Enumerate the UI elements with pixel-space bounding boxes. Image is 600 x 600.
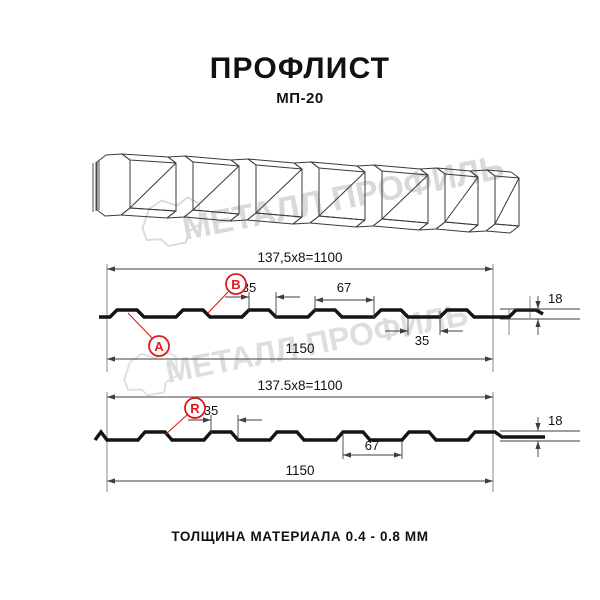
dim-crest-bottom-label: 67 — [365, 438, 379, 453]
dim-trough-top — [225, 292, 300, 318]
dim-trough-bottom-label: 35 — [204, 403, 218, 418]
metall-profil-logo-icon — [141, 196, 202, 248]
marker-a: A — [127, 312, 170, 357]
material-thickness-note: ТОЛЩИНА МАТЕРИАЛА 0.4 - 0.8 ММ — [171, 529, 429, 544]
dim-overall-bottom-label-top-view: 1150 — [285, 341, 314, 356]
section-view-top: 137,5x8=1100 1150 35 67 — [99, 250, 580, 372]
dim-overall-bottom-bottom-view — [107, 478, 493, 484]
section-view-bottom: 137.5x8=1100 1150 35 67 — [93, 378, 580, 492]
watermark: МЕТАЛЛ ПРОФИЛЬ МЕТАЛЛ ПРОФИЛЬ — [123, 148, 507, 397]
dim-trough-bottom — [188, 415, 262, 441]
dim-overall-top-label: 137,5x8=1100 — [258, 250, 343, 265]
dim-trough-lower-top-label: 35 — [415, 333, 429, 348]
dim-height-bottom — [500, 417, 580, 457]
isometric-corrugated-sheet-view — [92, 153, 520, 234]
dim-crest-top-label: 67 — [337, 280, 351, 295]
marker-a-label: A — [154, 339, 164, 354]
iso-left-edge-thickness — [92, 161, 100, 212]
dim-trough-lower-top — [385, 311, 463, 335]
page-subtitle: МП-20 — [276, 90, 324, 107]
dim-height-top — [500, 296, 580, 335]
dim-overall-top-label-bottom-view: 137.5x8=1100 — [258, 378, 343, 393]
dim-crest-top — [314, 296, 375, 318]
metall-profil-logo-icon-2 — [123, 350, 179, 397]
page-title: ПРОФЛИСТ — [209, 52, 391, 85]
iso-rib-group — [96, 153, 520, 234]
dim-overall-bottom-label-bottom-view: 1150 — [285, 463, 314, 478]
watermark-text-top: МЕТАЛЛ ПРОФИЛЬ — [179, 148, 507, 248]
profile-outline-bottom — [93, 429, 545, 442]
dim-overall-top — [107, 266, 493, 272]
bottom-extension-lines — [106, 392, 494, 492]
marker-r-label: R — [190, 401, 200, 416]
dim-crest-bottom — [342, 433, 403, 459]
dim-height-bottom-label: 18 — [548, 413, 562, 428]
dim-overall-bottom-top-view — [107, 356, 493, 362]
dim-overall-top-bottom-view — [107, 394, 493, 400]
profile-outline-top — [99, 308, 544, 319]
dim-height-top-label: 18 — [548, 291, 562, 306]
marker-r: R — [165, 397, 206, 435]
marker-b-label: B — [231, 277, 240, 292]
marker-b: B — [207, 273, 247, 314]
